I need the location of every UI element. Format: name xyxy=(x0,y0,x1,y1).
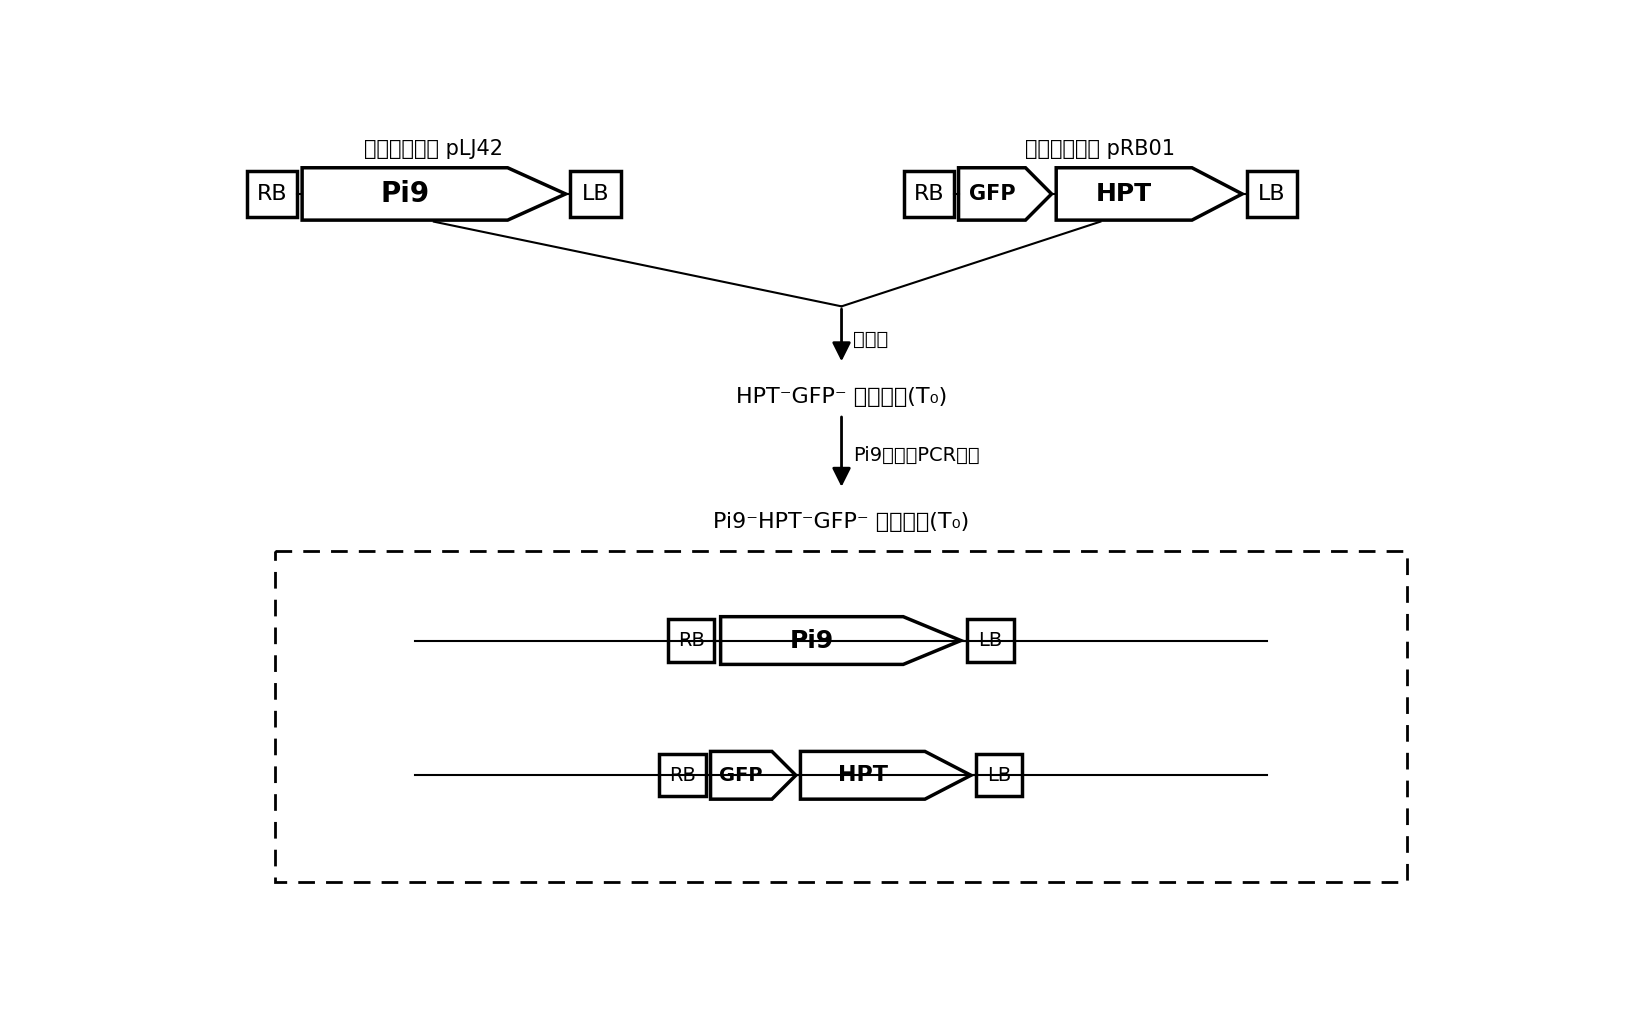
Bar xyxy=(246,171,297,217)
Polygon shape xyxy=(302,168,565,220)
Text: Pi9: Pi9 xyxy=(790,628,834,652)
FancyBboxPatch shape xyxy=(274,551,1407,882)
Bar xyxy=(975,754,1021,796)
Polygon shape xyxy=(800,752,970,799)
Bar xyxy=(570,171,621,217)
Text: RB: RB xyxy=(258,184,287,204)
Text: LB: LB xyxy=(1258,184,1286,204)
Text: LB: LB xyxy=(581,184,609,204)
Bar xyxy=(660,754,706,796)
Text: 共转化: 共转化 xyxy=(854,329,888,348)
Polygon shape xyxy=(1056,168,1243,220)
Text: RB: RB xyxy=(670,766,696,785)
Text: RB: RB xyxy=(678,631,704,650)
Text: 标记基因载体 pRB01: 标记基因载体 pRB01 xyxy=(1025,139,1176,158)
Text: HPT: HPT xyxy=(1095,182,1153,206)
Text: LB: LB xyxy=(979,631,1003,650)
Polygon shape xyxy=(721,617,961,665)
Text: Pi9: Pi9 xyxy=(381,180,430,208)
Bar xyxy=(1246,171,1297,217)
Bar xyxy=(903,171,954,217)
Text: LB: LB xyxy=(987,766,1011,785)
Text: 目的基因载体 pLJ42: 目的基因载体 pLJ42 xyxy=(365,139,504,158)
Text: HPT⁻GFP⁻ 转化株系(T₀): HPT⁻GFP⁻ 转化株系(T₀) xyxy=(736,387,947,407)
Text: GFP: GFP xyxy=(969,184,1015,204)
Bar xyxy=(967,619,1013,661)
Text: GFP: GFP xyxy=(719,766,764,785)
Polygon shape xyxy=(959,168,1051,220)
Text: Pi9⁻HPT⁻GFP⁻ 转化检查(T₀): Pi9⁻HPT⁻GFP⁻ 转化检查(T₀) xyxy=(713,512,970,532)
Text: RB: RB xyxy=(913,184,944,204)
Bar xyxy=(668,619,714,661)
Polygon shape xyxy=(711,752,796,799)
Text: HPT: HPT xyxy=(837,765,888,785)
Text: Pi9检测的PCR样本: Pi9检测的PCR样本 xyxy=(854,447,980,465)
